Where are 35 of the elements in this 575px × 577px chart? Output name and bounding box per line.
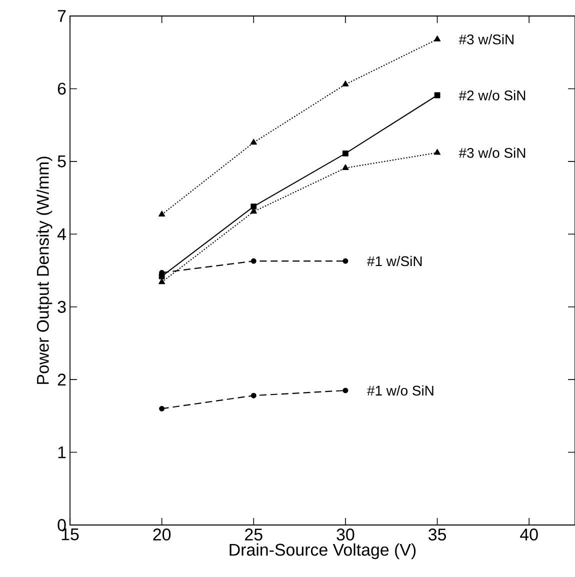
x-axis-title: Drain-Source Voltage (V) xyxy=(230,543,416,560)
x-tick-label: 35 xyxy=(428,528,446,541)
x-tick-label: 30 xyxy=(336,528,354,541)
point xyxy=(158,210,166,217)
y-tick-label: 0 xyxy=(58,519,66,531)
y-axis-title: Power Output Density (W/mm) xyxy=(36,156,52,384)
point xyxy=(434,36,441,42)
series-label: #3 w/o SiN xyxy=(458,148,526,158)
series-label: #1 w/SiN xyxy=(367,256,422,266)
y-tick-label: 4 xyxy=(57,228,66,240)
x-tick-label: 15 xyxy=(62,528,79,540)
point xyxy=(342,164,349,170)
point xyxy=(250,138,257,145)
series-label: #1 w/o SiN xyxy=(367,385,434,396)
y-tick-label: 6 xyxy=(58,82,66,95)
point xyxy=(250,204,257,210)
point xyxy=(250,258,256,264)
point xyxy=(342,258,348,264)
y-tick-label: 5 xyxy=(58,156,66,168)
x-tick-label: 25 xyxy=(245,528,262,541)
y-tick-label: 7 xyxy=(58,10,66,22)
point xyxy=(434,148,441,155)
y-tick-label: 1 xyxy=(58,446,66,458)
x-tick-label: 40 xyxy=(520,528,538,541)
point xyxy=(342,388,348,394)
series-label: #2 w/o SiN xyxy=(458,90,526,100)
y-tick-label: 3 xyxy=(58,300,66,313)
point xyxy=(342,80,349,86)
point xyxy=(159,406,165,412)
series-label: #3 w/SiN xyxy=(458,34,514,44)
y-tick-label: 2 xyxy=(58,374,66,386)
point xyxy=(342,150,348,156)
point xyxy=(250,392,256,398)
x-tick-label: 20 xyxy=(153,528,171,541)
point xyxy=(158,278,166,284)
